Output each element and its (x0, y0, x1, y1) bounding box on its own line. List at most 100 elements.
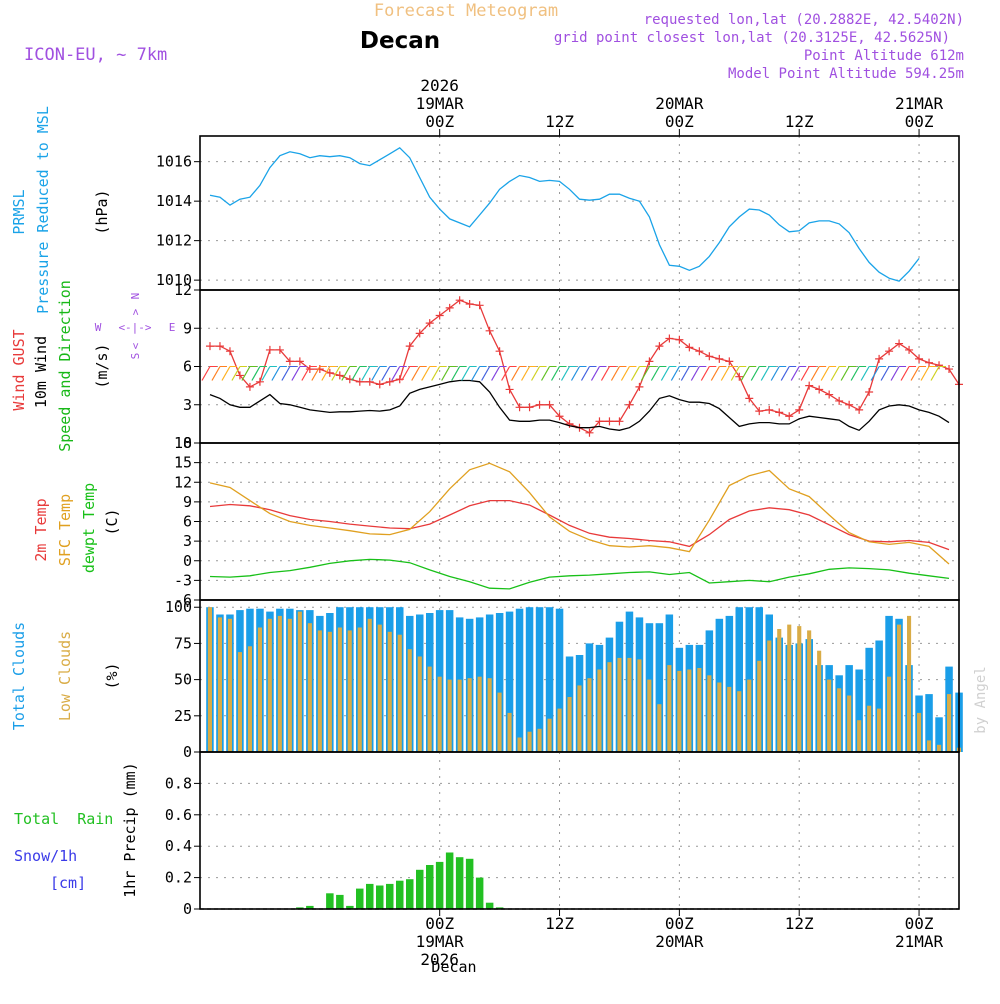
wind-barb (770, 366, 780, 381)
wind-barb (301, 366, 311, 381)
bar-low-clouds (637, 659, 642, 752)
gust-marker (315, 365, 324, 374)
bar-low-clouds (457, 679, 462, 752)
wind-barb (231, 366, 241, 381)
bar-low-clouds (687, 669, 692, 752)
y-tick-label: 3 (183, 532, 192, 550)
gust-marker (335, 371, 344, 380)
time-label: 00Z (665, 112, 694, 131)
gust-marker (545, 400, 554, 409)
bar-low-clouds (797, 626, 802, 752)
time-label: 21MAR (895, 94, 944, 113)
bar-low-clouds (607, 662, 612, 752)
bar-total-rain (445, 852, 454, 909)
gust-marker (755, 407, 764, 416)
gust-marker (205, 342, 214, 351)
bar-low-clouds (277, 615, 282, 752)
series-2m-temp (209, 499, 950, 551)
bar-low-clouds (487, 678, 492, 752)
y-tick-label: 9 (183, 493, 192, 511)
precip-unit: 1hr Precip (mm) (121, 762, 139, 897)
series-sfc-temp (209, 462, 950, 565)
wind-barb (800, 366, 810, 381)
compass-e: E (169, 321, 176, 334)
wind-barb (590, 366, 600, 381)
bar-low-clouds (867, 705, 872, 752)
bar-low-clouds (217, 617, 222, 752)
bar-low-clouds (877, 708, 882, 752)
bar-low-clouds (517, 737, 522, 752)
gust-marker (705, 352, 714, 361)
bar-low-clouds (347, 630, 352, 752)
bar-low-clouds (407, 649, 412, 752)
gust-marker (615, 417, 624, 426)
wind-barb (471, 366, 481, 381)
wind-barb (261, 366, 271, 381)
bar-total-clouds (925, 694, 933, 752)
bar-low-clouds (577, 685, 582, 752)
wind-barb (491, 366, 501, 381)
bar-total-rain (485, 902, 494, 909)
bar-low-clouds (757, 660, 762, 752)
time-label: 2026 (420, 950, 459, 969)
bar-low-clouds (827, 679, 832, 752)
bar-total-rain (396, 880, 404, 909)
wind-barb (860, 366, 870, 381)
model-altitude: Model Point Altitude 594.25m (728, 66, 964, 82)
wind-barb (201, 366, 211, 381)
y-tick-label: 0.4 (165, 837, 192, 855)
wind-barb (521, 366, 531, 381)
bar-low-clouds (747, 679, 752, 752)
wind-barb (481, 366, 491, 381)
bar-low-clouds (287, 618, 292, 752)
grid-point-coords: grid point closest lon,lat (20.3125E, 42… (554, 30, 950, 46)
wind-barb (810, 366, 820, 381)
bar-total-rain (326, 893, 334, 909)
bar-low-clouds (357, 627, 362, 752)
bar-low-clouds (427, 666, 432, 752)
bar-low-clouds (667, 665, 672, 752)
gust-marker (695, 347, 704, 356)
gust-marker (805, 381, 814, 390)
wind-barb (451, 366, 461, 381)
gust-marker (715, 354, 724, 363)
wind-barb (311, 366, 321, 381)
wind-barb (750, 366, 760, 381)
y-tick-label: 3 (183, 396, 192, 414)
gust-marker (435, 311, 444, 320)
y-tick-label: 75 (174, 634, 192, 652)
bar-low-clouds (237, 652, 242, 752)
gust-marker (305, 365, 314, 374)
gust-marker (635, 382, 644, 391)
pressure-unit: (hPa) (93, 189, 111, 234)
gust-marker (485, 326, 494, 335)
y-tick-label: 1016 (156, 153, 192, 171)
gust-marker (675, 335, 684, 344)
wind-barb (411, 366, 421, 381)
gust-marker (355, 377, 364, 386)
gust-marker (385, 377, 394, 386)
series-10m-wind (209, 379, 950, 432)
bar-low-clouds (507, 712, 512, 752)
bar-low-clouds (417, 656, 422, 752)
y-tick-label: 18 (174, 434, 192, 452)
wind-barb (910, 366, 920, 381)
wind-gust-label: Wind GUST (10, 329, 28, 410)
wind-barb (880, 366, 890, 381)
bar-total-rain (376, 885, 384, 909)
bar-low-clouds (777, 629, 782, 752)
wind-barb (780, 366, 790, 381)
bar-low-clouds (717, 682, 722, 752)
bar-total-rain (346, 905, 354, 909)
wind-barb (920, 366, 930, 381)
wind-barb (600, 366, 610, 381)
wind-barb (351, 366, 361, 381)
series-dewpt-temp (209, 558, 950, 590)
bar-low-clouds (477, 676, 482, 752)
compass-s: S (129, 353, 142, 360)
bar-total-rain (356, 888, 364, 909)
bar-low-clouds (647, 679, 652, 752)
wind-barb (730, 366, 740, 381)
wind-barb (840, 366, 850, 381)
bar-low-clouds (397, 634, 402, 752)
